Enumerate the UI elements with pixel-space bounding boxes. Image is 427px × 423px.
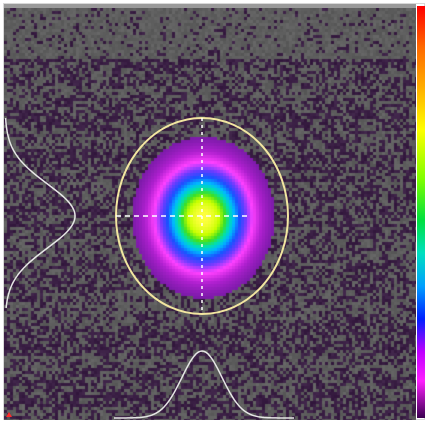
beam-intensity-map[interactable]: [4, 8, 416, 420]
vertical-profile-curve: [4, 117, 76, 309]
horizontal-profile-curve: [114, 350, 294, 419]
intensity-colorbar: [417, 6, 425, 418]
analysis-overlay: [4, 117, 294, 419]
title-strip: [4, 4, 416, 8]
origin-marker-icon: [6, 412, 12, 417]
intensity-heatmap[interactable]: [4, 8, 416, 420]
